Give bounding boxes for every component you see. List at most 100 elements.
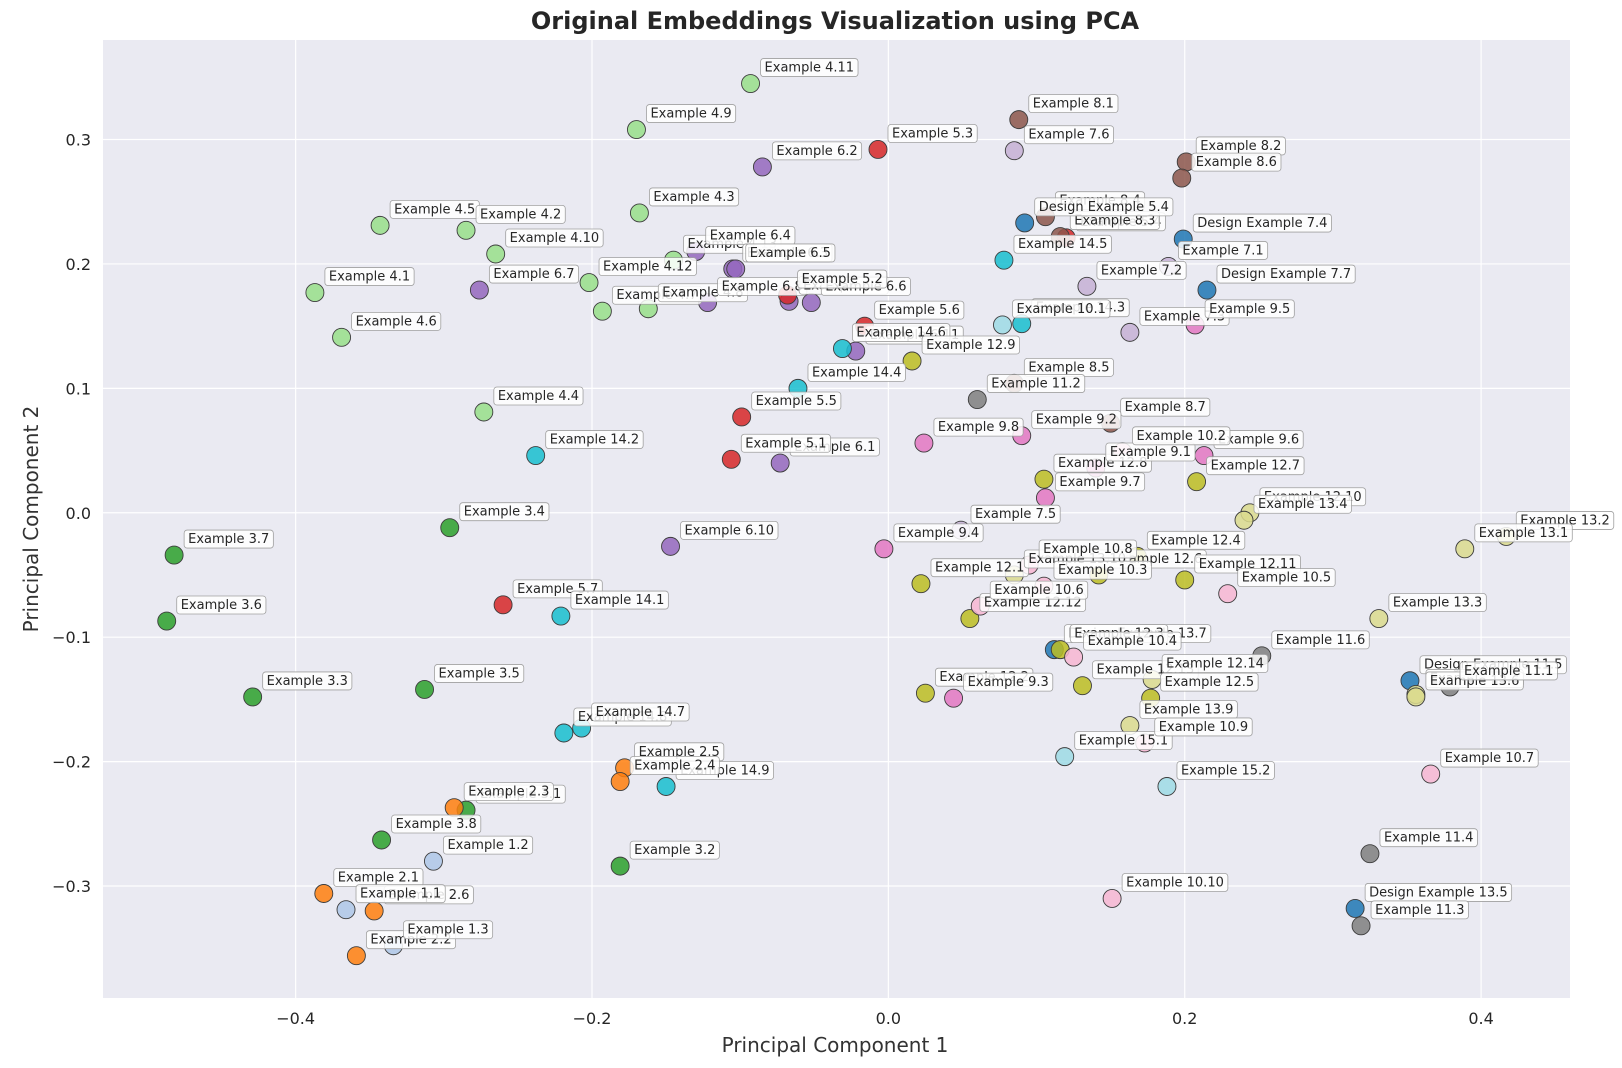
point-label-box	[403, 920, 494, 940]
scatter-point	[1035, 488, 1055, 508]
x-tick-label: −0.4	[276, 1009, 315, 1028]
point-label-text: Example 9.4	[898, 526, 979, 541]
point-label-box	[629, 756, 720, 775]
scatter-point	[1004, 141, 1024, 161]
point-label-box	[1083, 631, 1182, 651]
point-label-text: Example 12.11	[1199, 557, 1297, 572]
point-label: Example 10.5	[1237, 568, 1336, 588]
scatter-point	[721, 449, 741, 469]
point-label: Example 9.8	[933, 417, 1024, 437]
point-label-text: Example 12.4	[1151, 533, 1240, 548]
point-label-box	[887, 124, 978, 143]
point-label-text: Example 1.2	[447, 838, 528, 853]
point-label: Example 9.1	[1105, 442, 1196, 462]
point-label-box	[1055, 472, 1146, 492]
point-label: Design Example 5.4	[1034, 197, 1174, 217]
point-label: Example 6.5	[745, 243, 836, 263]
scatter-point	[440, 518, 460, 538]
point-label: Example 14.4	[807, 362, 906, 382]
point-label: Example 4.9	[646, 104, 737, 123]
point-label-text: Example 14.5	[1018, 237, 1107, 252]
point-label-box	[921, 335, 1020, 355]
point-label: Example 12.9	[921, 335, 1020, 355]
point-label-text: Example 9.7	[1059, 475, 1140, 490]
scatter-point	[911, 574, 931, 594]
point-label-box	[1013, 234, 1112, 254]
y-tick-label: 0.0	[66, 504, 91, 523]
scatter-point	[336, 900, 356, 920]
scatter-point	[157, 611, 177, 631]
point-label-box	[649, 187, 740, 207]
point-label-text: Example 7.5	[975, 507, 1056, 522]
point-label-box	[1271, 630, 1370, 650]
point-label-text: Example 1.3	[407, 923, 488, 938]
scatter-point	[994, 250, 1014, 270]
point-label-text: Example 4.1	[329, 270, 410, 285]
point-label-box	[355, 884, 446, 904]
y-tick-label: 0.2	[66, 255, 91, 274]
point-label: Example 6.10	[680, 520, 779, 540]
point-label-box	[488, 264, 580, 284]
scatter-point	[1218, 584, 1238, 604]
point-label-box	[570, 590, 669, 610]
y-tick-label: −0.2	[52, 753, 91, 772]
scatter-point	[332, 327, 352, 347]
point-label-text: Example 9.8	[938, 420, 1019, 435]
y-tick-label: 0.3	[66, 131, 91, 150]
point-label-text: Example 10.9	[1159, 720, 1248, 735]
point-label-box	[505, 228, 604, 248]
point-label-text: Example 8.6	[1196, 155, 1277, 170]
scatter-point	[1120, 322, 1140, 342]
point-label-box	[443, 835, 534, 855]
point-label-box	[493, 386, 584, 406]
point-label-text: Example 11.1	[1464, 664, 1553, 679]
point-label-box	[463, 782, 554, 802]
point-label-box	[1012, 299, 1111, 319]
point-label-box	[1474, 523, 1573, 543]
point-label-box	[176, 595, 267, 615]
scatter-point	[592, 301, 612, 321]
point-label-text: Example 4.4	[498, 389, 579, 404]
point-label-text: Example 8.5	[1028, 360, 1109, 375]
point-label-box	[598, 257, 697, 277]
point-label: Example 10.10	[1121, 873, 1229, 892]
point-label-text: Example 9.5	[1209, 302, 1290, 317]
x-tick-label: −0.2	[573, 1009, 612, 1028]
point-label-text: Example 12.1	[935, 561, 1024, 576]
point-label-box	[1154, 717, 1253, 737]
point-label-text: Example 10.8	[1043, 542, 1132, 557]
scatter-point	[1015, 213, 1035, 233]
point-label-box	[933, 417, 1024, 437]
point-label-box	[646, 104, 737, 123]
x-tick-label: 0.0	[876, 1009, 901, 1028]
point-label-text: Example 4.9	[650, 107, 731, 122]
point-label-text: Example 10.7	[1445, 751, 1534, 766]
point-label-text: Example 7.6	[1028, 128, 1109, 143]
point-label: Example 13.1	[1474, 523, 1573, 543]
point-label-text: Example 3.5	[439, 666, 520, 681]
point-label-text: Example 13.4	[1258, 497, 1347, 512]
point-label-box	[1120, 397, 1211, 417]
point-label-box	[629, 840, 720, 860]
scatter-point	[874, 539, 894, 559]
point-label-box	[874, 300, 965, 320]
point-label: Example 4.12	[598, 257, 697, 277]
point-label-text: Example 9.3	[968, 675, 1049, 690]
point-label: Example 4.4	[493, 386, 584, 406]
point-label-text: Example 3.7	[188, 532, 269, 547]
point-label-box	[1053, 560, 1152, 580]
point-label: Example 4.5	[389, 199, 480, 219]
point-label: Example 9.2	[1031, 410, 1122, 430]
point-label-text: Example 12.14	[1166, 656, 1264, 671]
point-label-text: Example 5.6	[879, 303, 960, 318]
point-label: Example 9.3	[963, 672, 1054, 692]
point-label: Example 7.1	[1178, 241, 1269, 260]
scatter-point	[554, 723, 574, 743]
point-label-text: Example 4.5	[394, 202, 475, 217]
scatter-point	[243, 687, 263, 707]
scatter-point	[551, 606, 571, 626]
point-label-text: Example 11.3	[1375, 903, 1464, 918]
point-label-box	[1379, 828, 1478, 848]
point-label: Example 7.5	[970, 504, 1061, 524]
point-label-text: Example 4.10	[510, 231, 599, 246]
